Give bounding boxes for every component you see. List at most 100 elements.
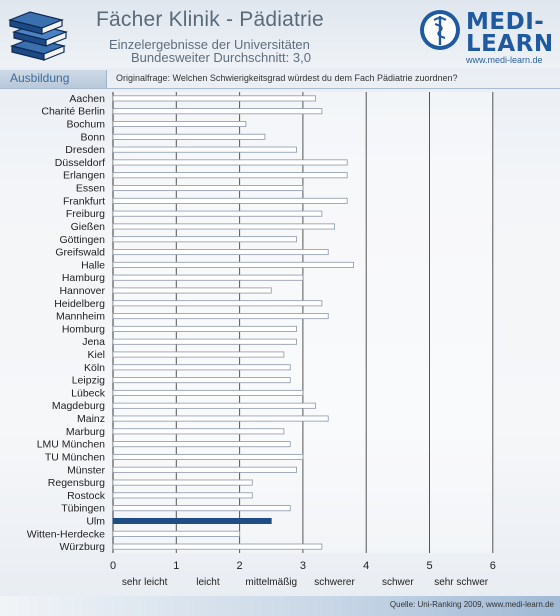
bar-würzburg [112, 543, 323, 550]
bar-frankfurt [112, 197, 348, 204]
bar-erlangen [112, 172, 348, 179]
category-label: Essen [76, 183, 105, 195]
category-label: Witten-Herdecke [27, 528, 105, 540]
bar-köln [112, 364, 291, 371]
books-icon [8, 11, 68, 61]
bar-marburg [112, 428, 285, 435]
bar-witten-herdecke [112, 530, 240, 537]
bar-jena [112, 338, 297, 345]
footer-band [0, 596, 560, 616]
bar-ulm [112, 517, 272, 524]
category-label: Hamburg [62, 272, 105, 284]
bar-freiburg [112, 210, 323, 217]
logo-url-link[interactable]: www.medi-learn.de [466, 55, 543, 65]
logo-line-2: LEARN [466, 31, 554, 57]
question-text: Originalfrage: Welchen Schwierigkeitsgra… [116, 73, 458, 83]
category-label: Homburg [62, 323, 105, 335]
caduceus-icon [420, 10, 460, 50]
category-label: Gießen [71, 221, 106, 233]
bar-tübingen [112, 505, 291, 512]
x-tick-number: 2 [237, 560, 243, 572]
category-label: Bonn [80, 131, 105, 143]
category-label: Regensburg [48, 477, 105, 489]
x-tick-number: 6 [490, 560, 496, 572]
bar-leipzig [112, 377, 291, 384]
x-tick-number: 5 [426, 560, 432, 572]
bar-mainz [112, 415, 329, 422]
source-note: Quelle: Uni-Ranking 2009, www.medi-learn… [389, 600, 554, 609]
category-label: Marburg [66, 426, 105, 438]
bar-rostock [112, 492, 253, 499]
category-label: Lübeck [71, 387, 106, 399]
x-tick-label: schwerer [314, 577, 355, 588]
category-label: Göttingen [59, 234, 105, 246]
bar-mannheim [112, 313, 329, 320]
category-label: Charité Berlin [41, 106, 105, 118]
category-label: Bochum [66, 119, 105, 131]
category-label: Rostock [67, 490, 106, 502]
bar-regensburg [112, 479, 253, 486]
x-tick-number: 0 [110, 560, 116, 572]
logo-wordmark[interactable]: MEDI- LEARN [466, 9, 554, 57]
bar-greifswald [112, 249, 329, 256]
category-label: LMU München [37, 439, 105, 451]
bar-charit-berlin [112, 108, 323, 115]
category-label: Jena [82, 336, 105, 348]
x-tick-label: mittelmäßig [245, 577, 297, 588]
category-label: Erlangen [63, 170, 105, 182]
category-label: Leipzig [72, 375, 105, 387]
x-tick-number: 1 [173, 560, 179, 572]
logo-line-1: MEDI- [466, 9, 545, 35]
bar-dresden [112, 146, 297, 153]
category-label: Greifswald [55, 247, 105, 259]
category-label: Hannover [59, 285, 105, 297]
category-label: Freiburg [66, 208, 105, 220]
category-label: Magdeburg [52, 400, 105, 412]
bar-lübeck [112, 389, 304, 396]
bar-lmu-münchen [112, 441, 291, 448]
tab-divider [0, 88, 560, 89]
bar-aachen [112, 95, 316, 102]
bar-magdeburg [112, 402, 316, 409]
bar-hamburg [112, 274, 304, 281]
bar-kiel [112, 351, 285, 358]
category-label: Kiel [87, 349, 105, 361]
category-label: Halle [81, 259, 105, 271]
category-label: Würzburg [59, 541, 105, 553]
page-title: Fächer Klinik - Pädiatrie [96, 8, 324, 31]
category-label: Mainz [77, 413, 105, 425]
bar-halle [112, 261, 354, 268]
category-label: Frankfurt [63, 195, 105, 207]
category-label: Heidelberg [54, 298, 105, 310]
bar-tu-münchen [112, 453, 304, 460]
bar-bonn [112, 133, 266, 140]
x-tick-label: schwer [382, 577, 414, 588]
bar-hannover [112, 287, 272, 294]
x-tick-number: 3 [300, 560, 306, 572]
x-tick-label: leicht [196, 577, 220, 588]
category-label: Köln [84, 362, 105, 374]
category-label: TU München [45, 451, 105, 463]
bar-göttingen [112, 236, 297, 243]
x-tick-number: 4 [363, 560, 369, 572]
bar-essen [112, 185, 304, 192]
tab-ausbildung-label: Ausbildung [10, 71, 70, 85]
bar-bochum [112, 121, 247, 128]
x-tick-label: sehr leicht [122, 577, 168, 588]
average-note: Bundesweiter Durchschnitt: 3,0 [131, 50, 311, 65]
tab-ausbildung[interactable] [0, 70, 107, 88]
bar-gießen [112, 223, 335, 230]
bar-münster [112, 466, 297, 473]
header-band [0, 0, 560, 68]
category-label: Mannheim [56, 311, 105, 323]
bar-düsseldorf [112, 159, 348, 166]
bar-heidelberg [112, 300, 323, 307]
category-label: Düsseldorf [55, 157, 105, 169]
category-label: Ulm [86, 515, 105, 527]
bar-homburg [112, 325, 297, 332]
x-tick-label: sehr schwer [434, 577, 489, 588]
category-label: Dresden [65, 144, 105, 156]
category-label: Münster [67, 464, 105, 476]
